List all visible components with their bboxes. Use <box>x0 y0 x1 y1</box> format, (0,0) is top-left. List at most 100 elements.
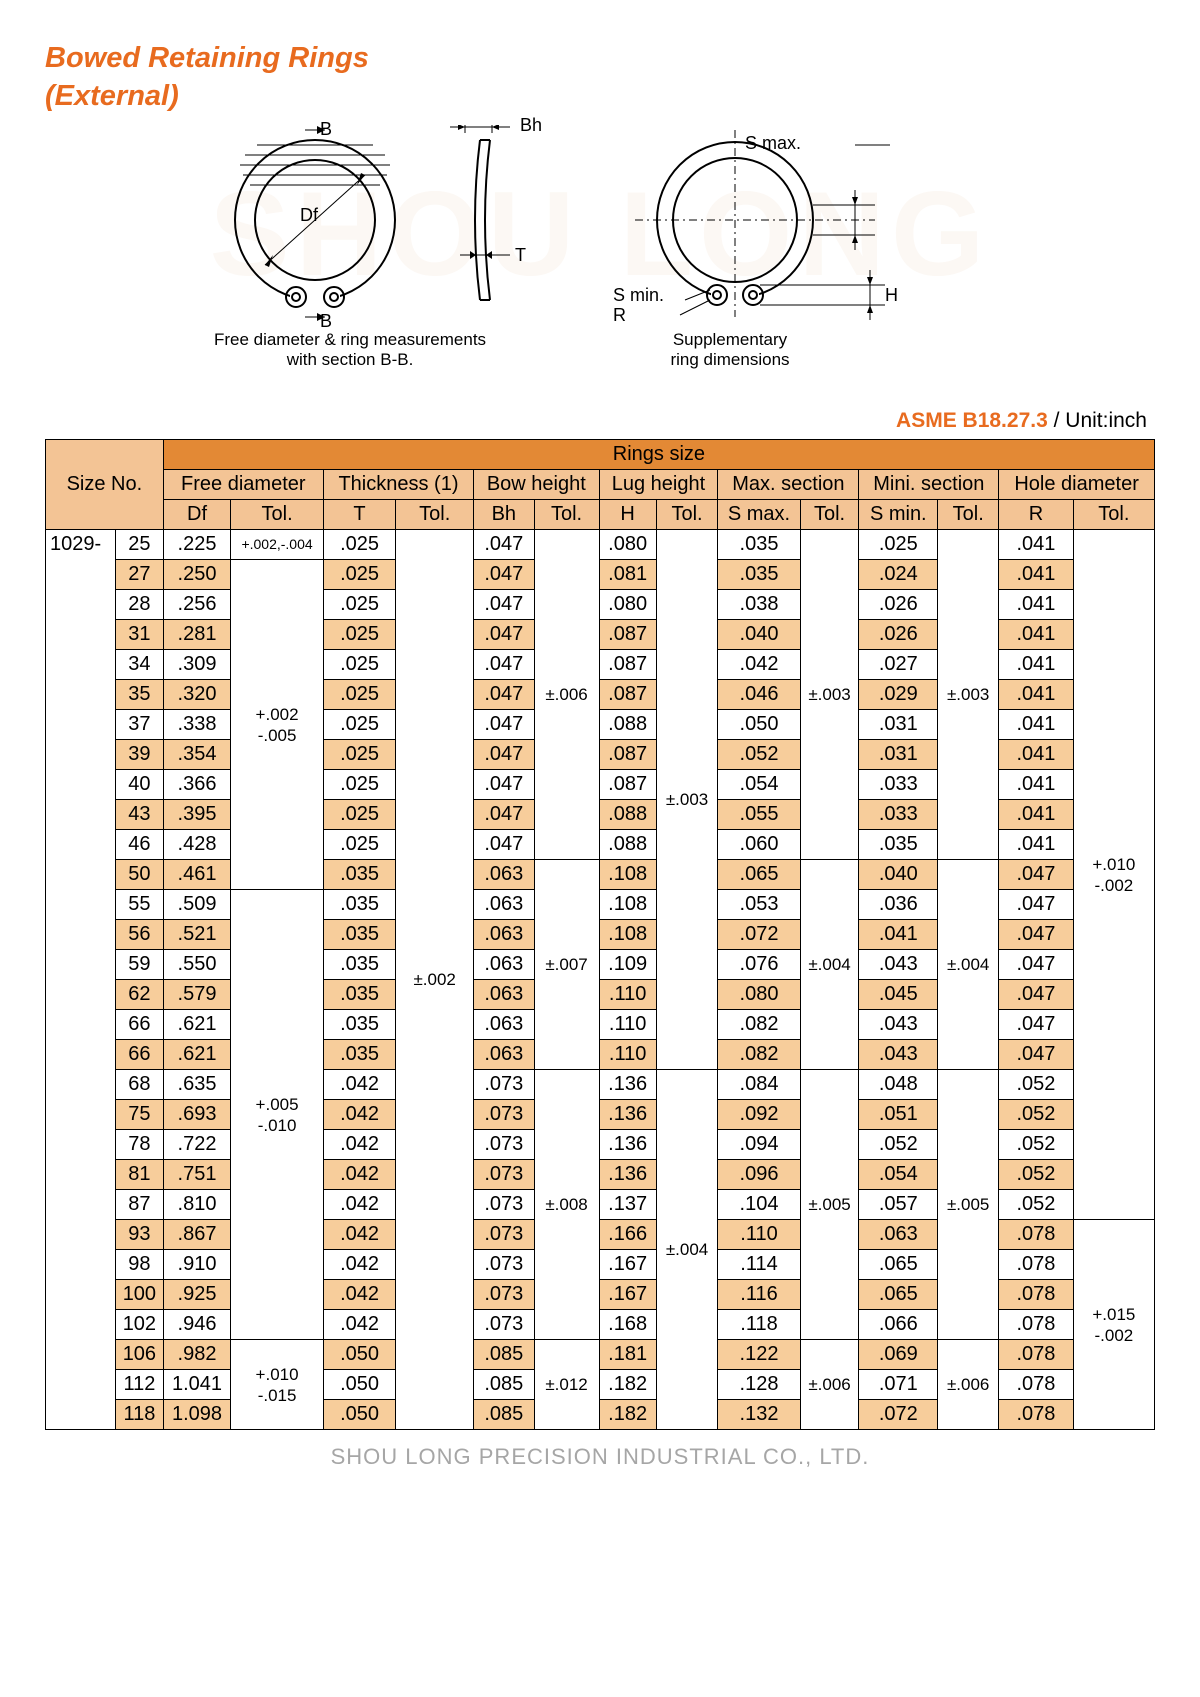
label-r: R <box>613 305 626 326</box>
cell-tol-bh: ±.008 <box>534 1070 599 1340</box>
cell-df: .461 <box>163 860 231 890</box>
cell-r: .041 <box>999 530 1073 560</box>
cell-t: .042 <box>323 1280 395 1310</box>
cell-df: .579 <box>163 980 231 1010</box>
cell-smax: .114 <box>718 1250 800 1280</box>
cell-smin: .057 <box>859 1190 938 1220</box>
cell-smin: .025 <box>859 530 938 560</box>
cell-size: 93 <box>116 1220 164 1250</box>
cell-size: 28 <box>116 590 164 620</box>
cell-tol-smax: ±.005 <box>800 1070 859 1340</box>
cell-bh: .047 <box>474 770 534 800</box>
cell-h: .136 <box>599 1130 656 1160</box>
cell-r: .052 <box>999 1070 1073 1100</box>
cell-smax: .055 <box>718 800 800 830</box>
cell-h: .081 <box>599 560 656 590</box>
cell-smin: .029 <box>859 680 938 710</box>
cell-t: .025 <box>323 530 395 560</box>
cell-smax: .082 <box>718 1010 800 1040</box>
cell-tol-df: +.010-.015 <box>231 1340 324 1430</box>
cell-t: .042 <box>323 1160 395 1190</box>
cell-smax: .065 <box>718 860 800 890</box>
cell-h: .166 <box>599 1220 656 1250</box>
cell-smax: .116 <box>718 1280 800 1310</box>
cell-smin: .065 <box>859 1250 938 1280</box>
cell-size: 59 <box>116 950 164 980</box>
cell-smax: .076 <box>718 950 800 980</box>
cell-size: 68 <box>116 1070 164 1100</box>
cell-df: .521 <box>163 920 231 950</box>
cell-r: .047 <box>999 1010 1073 1040</box>
hdr-smin-tol: Tol. <box>938 500 999 530</box>
cell-r: .047 <box>999 980 1073 1010</box>
cell-df: .225 <box>163 530 231 560</box>
cell-bh: .047 <box>474 560 534 590</box>
cell-tol-smin: ±.003 <box>938 530 999 860</box>
cell-t: .042 <box>323 1220 395 1250</box>
cell-r: .041 <box>999 620 1073 650</box>
table-row: 1029-25.225+.002,-.004.025±.002.047±.006… <box>46 530 1155 560</box>
cell-smax: .092 <box>718 1100 800 1130</box>
cell-smin: .071 <box>859 1370 938 1400</box>
spec-table-body: 1029-25.225+.002,-.004.025±.002.047±.006… <box>46 530 1155 1430</box>
cell-smax: .082 <box>718 1040 800 1070</box>
cell-size: 46 <box>116 830 164 860</box>
cell-t: .025 <box>323 560 395 590</box>
cell-r: .052 <box>999 1100 1073 1130</box>
cell-smax: .104 <box>718 1190 800 1220</box>
table-row: 68.635.042.073±.008.136±.004.084±.005.04… <box>46 1070 1155 1100</box>
cell-r: .047 <box>999 920 1073 950</box>
cell-h: .109 <box>599 950 656 980</box>
label-h: H <box>885 285 898 306</box>
cell-df: 1.098 <box>163 1400 231 1430</box>
cell-smax: .040 <box>718 620 800 650</box>
cell-h: .088 <box>599 710 656 740</box>
cell-bh: .047 <box>474 650 534 680</box>
cell-smax: .096 <box>718 1160 800 1190</box>
cell-df: .281 <box>163 620 231 650</box>
cell-t: .042 <box>323 1190 395 1220</box>
cell-t: .050 <box>323 1340 395 1370</box>
cell-smin: .052 <box>859 1130 938 1160</box>
cell-bh: .063 <box>474 890 534 920</box>
cell-t: .025 <box>323 680 395 710</box>
cell-t: .042 <box>323 1130 395 1160</box>
cell-smax: .050 <box>718 710 800 740</box>
cell-df: .635 <box>163 1070 231 1100</box>
cell-bh: .047 <box>474 680 534 710</box>
cell-h: .182 <box>599 1400 656 1430</box>
label-df: Df <box>300 205 318 226</box>
cell-df: .256 <box>163 590 231 620</box>
cell-r: .047 <box>999 860 1073 890</box>
cell-bh: .073 <box>474 1190 534 1220</box>
title-line2: (External) <box>45 80 179 112</box>
hdr-freedia: Free diameter <box>163 470 323 500</box>
cell-tol-smin: ±.005 <box>938 1070 999 1340</box>
cell-t: .042 <box>323 1310 395 1340</box>
cell-r: .041 <box>999 590 1073 620</box>
hdr-r: R <box>999 500 1073 530</box>
standard-line: ASME B18.27.3 / Unit:inch <box>45 409 1147 433</box>
cell-df: .867 <box>163 1220 231 1250</box>
cell-df: .722 <box>163 1130 231 1160</box>
cell-h: .087 <box>599 620 656 650</box>
cell-size: 75 <box>116 1100 164 1130</box>
page-title: Bowed Retaining Rings (External) <box>45 40 1155 115</box>
cell-h: .108 <box>599 890 656 920</box>
cell-tol-smax: ±.003 <box>800 530 859 860</box>
cell-bh: .063 <box>474 1040 534 1070</box>
cell-r: .041 <box>999 650 1073 680</box>
cell-smax: .110 <box>718 1220 800 1250</box>
cell-t: .035 <box>323 1010 395 1040</box>
hdr-t: T <box>323 500 395 530</box>
cell-df: .395 <box>163 800 231 830</box>
cell-tol-smax: ±.004 <box>800 860 859 1070</box>
cell-bh: .073 <box>474 1310 534 1340</box>
cell-smax: .122 <box>718 1340 800 1370</box>
standard-spec: ASME B18.27.3 <box>896 409 1048 432</box>
cell-h: .136 <box>599 1070 656 1100</box>
cell-t: .035 <box>323 860 395 890</box>
cell-df: .338 <box>163 710 231 740</box>
cell-smin: .024 <box>859 560 938 590</box>
cell-r: .052 <box>999 1160 1073 1190</box>
